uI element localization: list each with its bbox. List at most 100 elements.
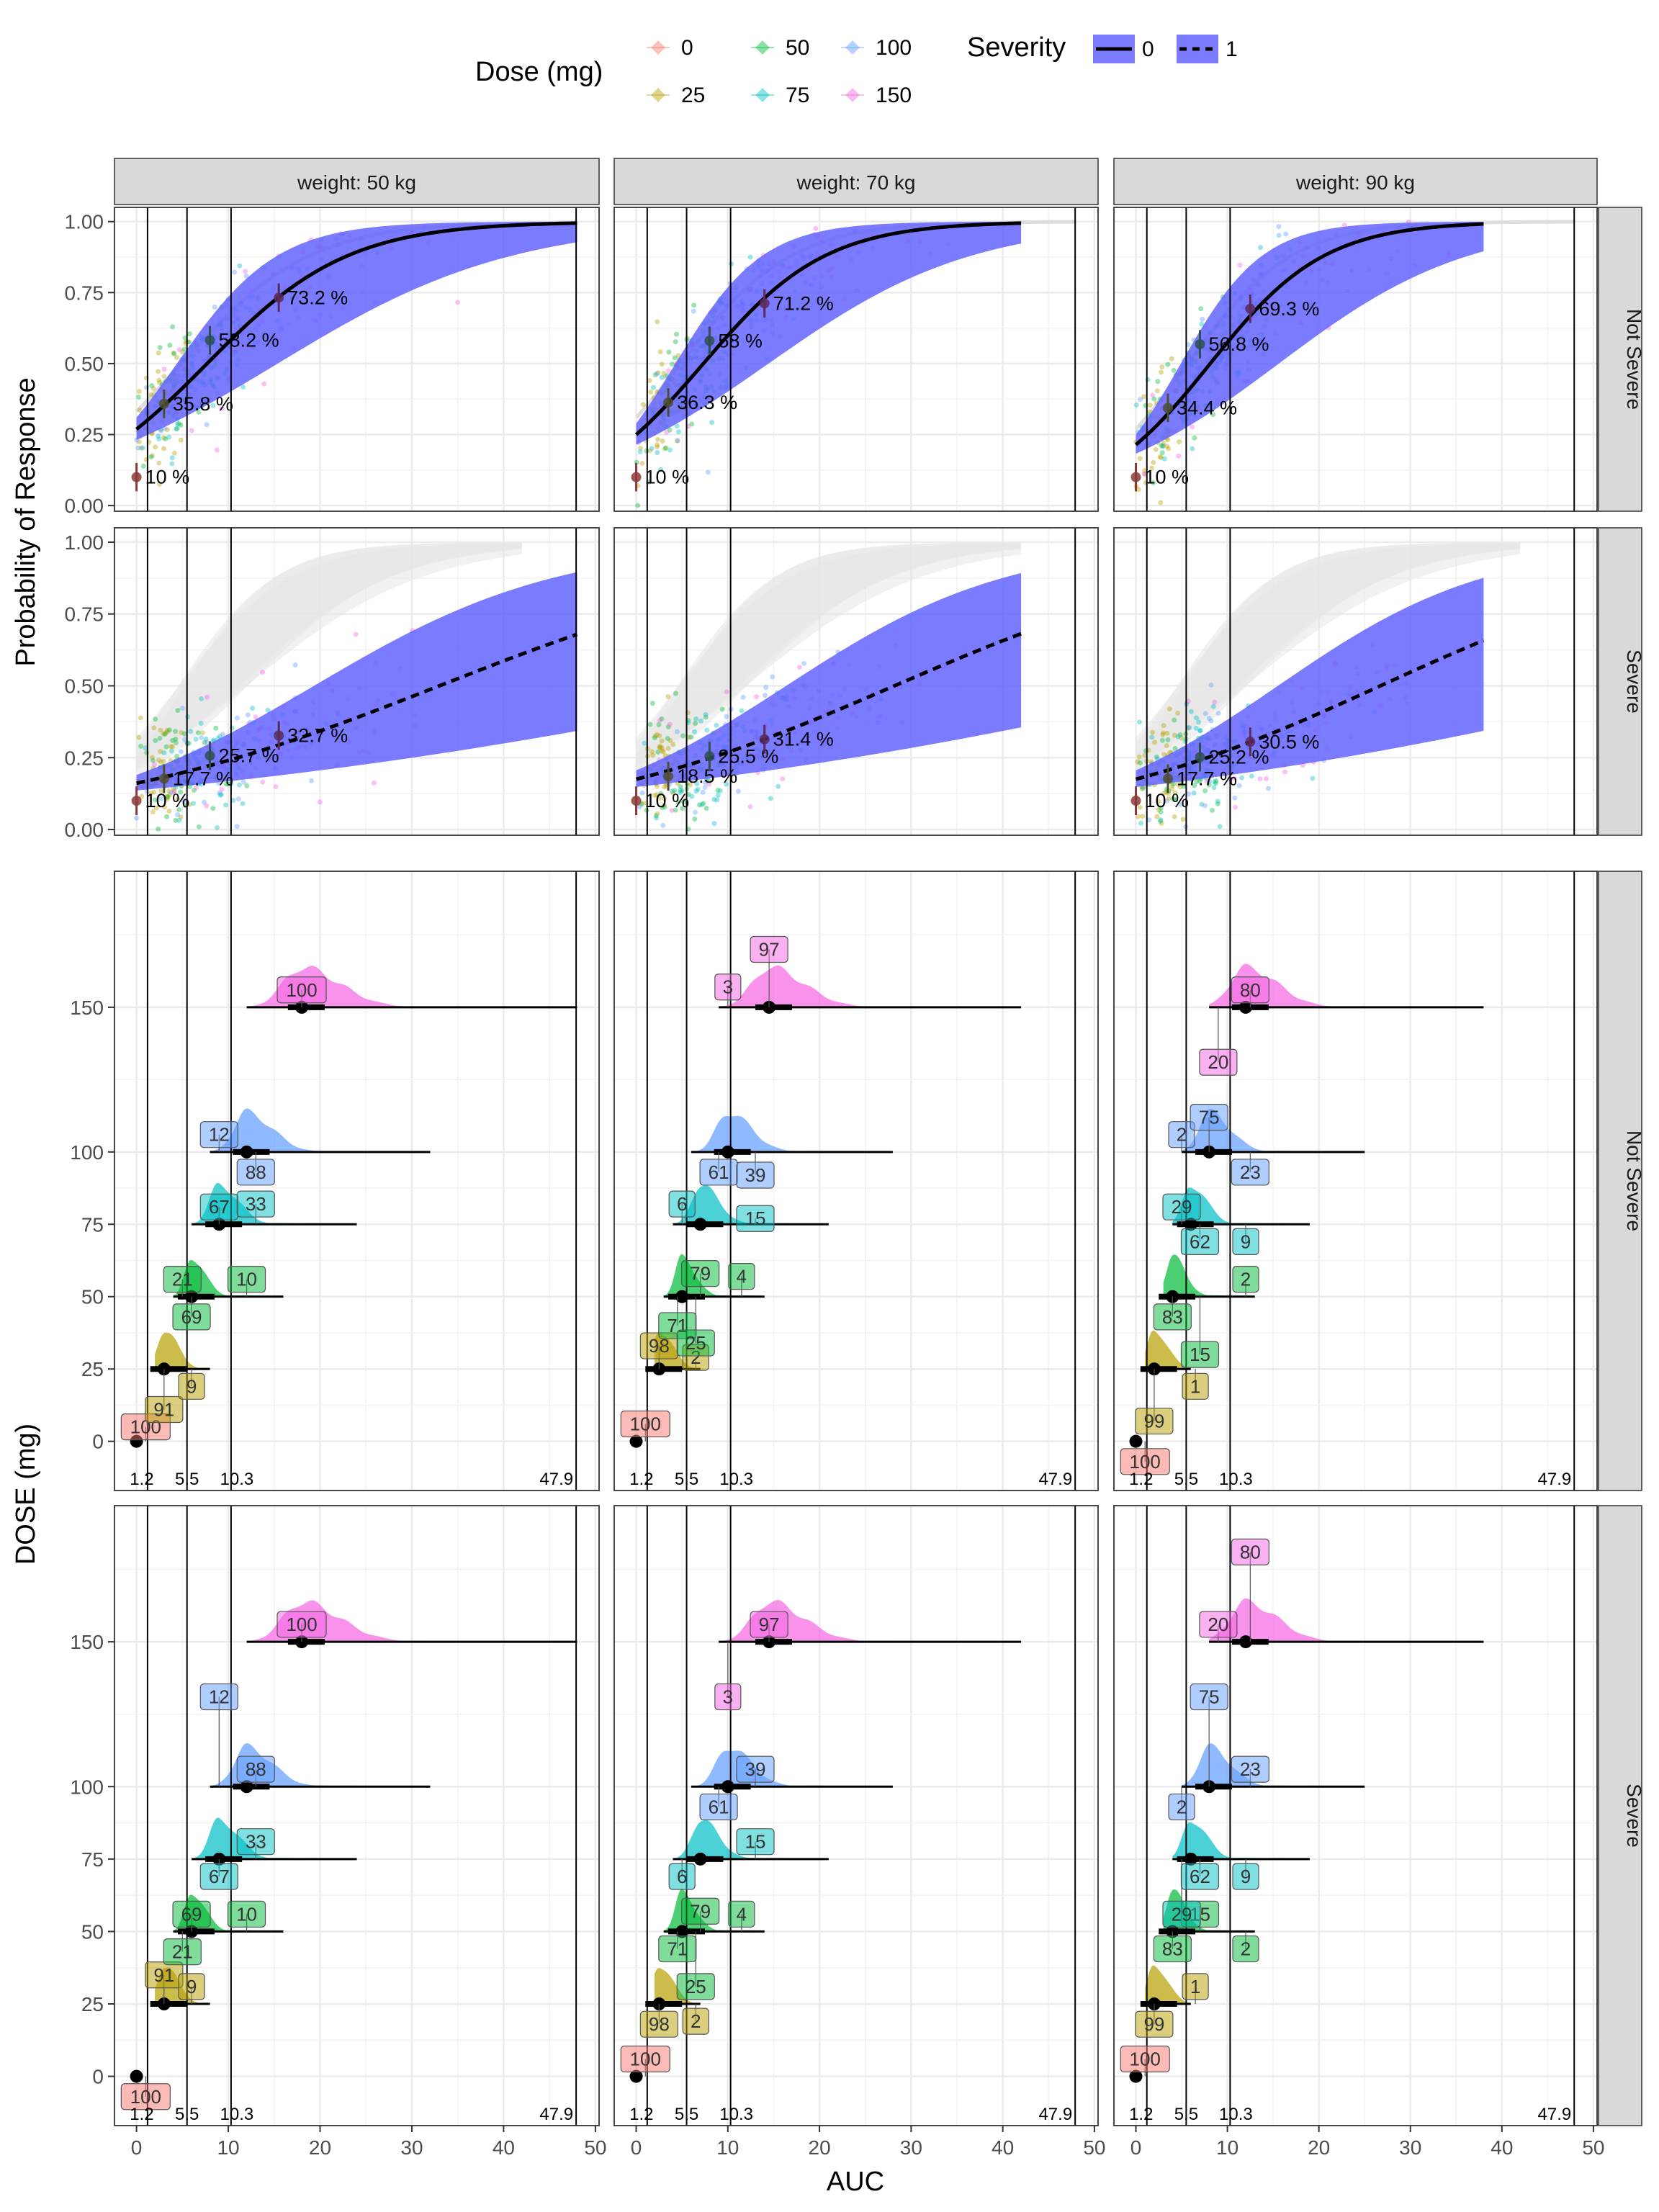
summary-point: 73.2 %: [274, 283, 348, 313]
scatter-point: [158, 759, 163, 765]
facet-strip-label: weight: 90 kg: [1295, 171, 1415, 194]
percentage-label: 21: [163, 1266, 202, 1297]
label-box: [728, 1900, 755, 1928]
scatter-point: [181, 798, 186, 804]
label-box: [714, 1683, 742, 1711]
legend-dose-label: 0: [681, 36, 693, 60]
legend-dose-key: [845, 40, 860, 55]
legend-item-dose-150: 150: [841, 84, 912, 107]
scatter-point: [699, 801, 705, 807]
scatter-point: [1276, 224, 1282, 230]
scatter-point: [747, 254, 753, 260]
scatter-point: [188, 729, 194, 734]
scatter-point: [1180, 817, 1186, 822]
scatter-point: [661, 370, 667, 376]
reference-line-label: 10.3: [220, 1470, 254, 1489]
scatter-point: [1206, 782, 1212, 788]
scatter-point: [172, 729, 178, 734]
scatter-point: [1160, 444, 1166, 449]
label-box: [681, 1897, 720, 1925]
scatter-point: [204, 803, 210, 809]
scatter-point: [658, 791, 664, 796]
scatter-point: [647, 377, 652, 383]
reference-line-label: 1.2: [629, 1470, 653, 1489]
label-text: 62: [1190, 1866, 1210, 1887]
x-axis-title: AUC: [827, 2167, 884, 2197]
median-dot: [721, 1780, 734, 1794]
scatter-point: [1185, 725, 1191, 731]
label-box: [728, 1263, 755, 1290]
summary-label: 71.2 %: [773, 292, 834, 314]
scatter-point: [220, 732, 225, 737]
reference-line-label: 47.9: [1538, 2105, 1572, 2124]
y-tick-label: 25: [81, 1993, 104, 2015]
scatter-point: [196, 824, 202, 830]
reference-line-label: 10.3: [719, 2105, 753, 2124]
scatter-point: [1175, 734, 1181, 739]
scatter-point: [148, 392, 154, 397]
scatter-point: [198, 721, 204, 727]
scatter-point: [1206, 716, 1212, 721]
scatter-point: [698, 718, 703, 724]
scatter-point: [675, 353, 681, 359]
percentage-label: 20: [1199, 1611, 1238, 1642]
scatter-point: [1172, 732, 1177, 738]
scatter-point: [174, 426, 180, 431]
scatter-point: [1164, 743, 1169, 749]
percentage-label: 98: [639, 1332, 678, 1370]
label-text: 91: [153, 1964, 174, 1986]
label-text: 29: [1172, 1903, 1192, 1925]
scatter-point: [753, 694, 759, 700]
scatter-point: [1138, 397, 1143, 403]
scatter-point: [204, 694, 210, 700]
label-box: [1182, 1372, 1209, 1400]
label-box: [276, 976, 327, 1004]
summary-dot: [1195, 752, 1205, 763]
label-box: [1232, 1228, 1259, 1255]
label-text: 69: [181, 1903, 202, 1925]
scatter-point: [635, 503, 641, 508]
scatter-point: [234, 715, 240, 721]
scatter-point: [157, 735, 163, 741]
label-text: 29: [1172, 1196, 1192, 1218]
label-text: 9: [186, 1976, 197, 1997]
legend-item-dose-100: 100: [841, 36, 912, 60]
label-box: [1190, 1683, 1228, 1711]
label-box: [668, 1863, 696, 1890]
scatter-point: [1211, 785, 1217, 791]
scatter-point: [317, 799, 323, 805]
label-text: 23: [1240, 1758, 1261, 1780]
scatter-point: [703, 805, 709, 811]
scatter-point: [136, 389, 142, 395]
label-box: [1232, 1266, 1259, 1293]
scatter-point: [672, 788, 678, 793]
scatter-point: [1310, 775, 1316, 781]
scatter-point: [653, 813, 659, 819]
scatter-point: [637, 449, 643, 454]
scatter-point: [665, 745, 671, 751]
scatter-point: [1136, 754, 1142, 760]
scatter-point: [1139, 786, 1145, 792]
x-tick-label: 50: [1083, 2136, 1105, 2159]
median-dot: [240, 1145, 253, 1159]
scatter-point: [1264, 775, 1269, 781]
scatter-point: [163, 730, 168, 736]
density-ridge: [719, 1600, 1022, 1642]
label-box: [1231, 1159, 1269, 1186]
scatter-point: [243, 269, 248, 274]
scatter-point: [179, 729, 184, 735]
scatter-point: [158, 428, 164, 433]
median-dot: [693, 1218, 707, 1231]
summary-label: 58.2 %: [219, 330, 279, 351]
facet-strip-row-label: Not Severe: [1623, 309, 1645, 410]
percentage-label: 100: [620, 1410, 670, 1442]
label-text: 6: [677, 1866, 687, 1887]
label-text: 83: [1162, 1938, 1183, 1960]
scatter-point: [1171, 796, 1177, 801]
facet-strip-col: [114, 158, 600, 205]
label-box: [1231, 976, 1269, 1004]
density-ridge: [673, 1185, 829, 1225]
scatter-point: [1282, 769, 1288, 775]
label-text: 33: [246, 1193, 266, 1215]
